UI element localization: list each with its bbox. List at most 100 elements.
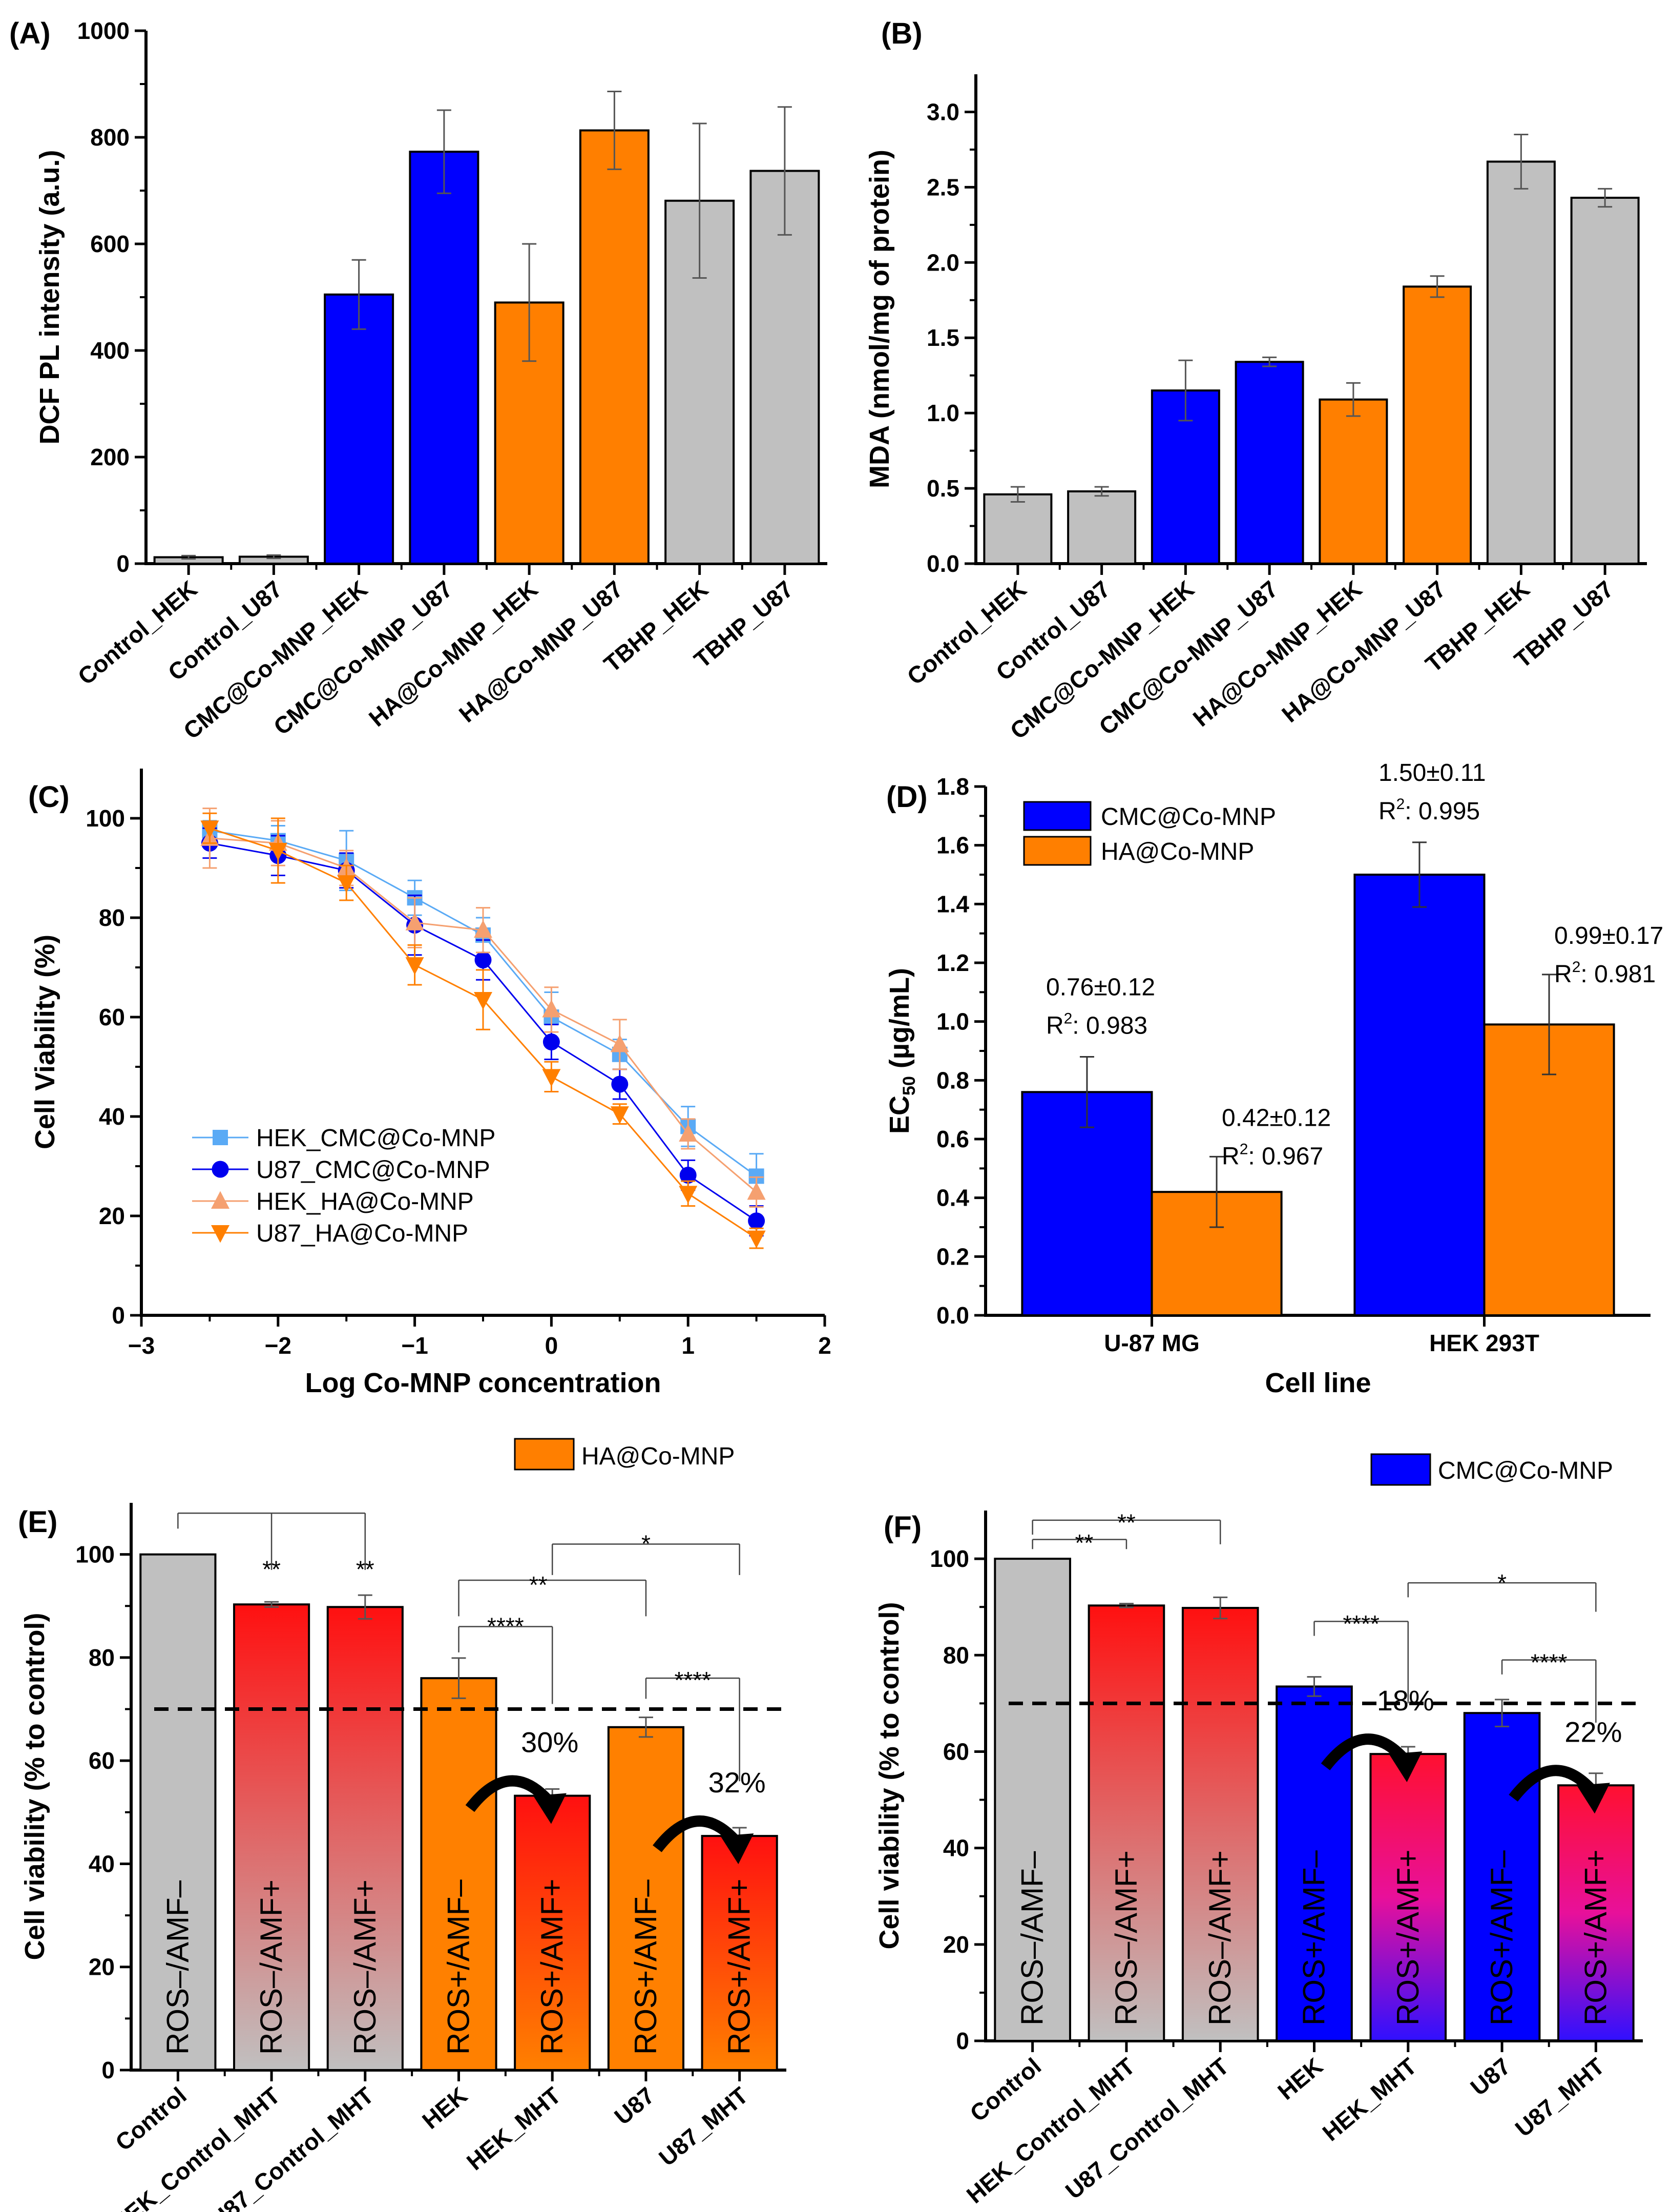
y-tick-label: 1.8	[936, 773, 969, 800]
significance-bracket: *	[1407, 1569, 1597, 1612]
bar	[1067, 490, 1137, 565]
legend-label: HA@Co-MNP	[1101, 838, 1254, 865]
r2-label: R2: 0.995	[1378, 796, 1480, 825]
legend-label: CMC@Co-MNP	[1101, 803, 1276, 831]
bar-inner-label: ROS+/AMF–	[1485, 1850, 1519, 2025]
x-tick-label: −3	[128, 1332, 155, 1359]
y-tick-label: 0	[956, 2028, 969, 2054]
y-axis-title-unit: (µg/mL)	[884, 968, 915, 1076]
legend-label: CMC@Co-MNP	[1438, 1457, 1613, 1484]
legend-swatch	[1023, 801, 1092, 831]
marker-triangle-up	[679, 1124, 698, 1142]
marker-triangle-down	[679, 1186, 698, 1204]
y-tick-label: 0.2	[936, 1243, 969, 1270]
x-axis-title: Cell line	[1265, 1368, 1371, 1398]
r2-sup: 2	[1572, 959, 1581, 976]
significance-stars: **	[262, 1556, 281, 1583]
arrow-head-icon	[1389, 1751, 1423, 1783]
panel-b: (B) 0.0 0.5 1.0 1.5 2.0 2.5 3.0 MDA (nmol/mg of …	[864, 17, 1647, 745]
y-tick-label: 40	[943, 1835, 969, 1862]
bar	[233, 1603, 310, 2071]
significance-stars: ****	[1531, 1649, 1568, 1676]
bar-inner-label: ROS–/AMF–	[1015, 1851, 1050, 2025]
reduction-label: 32%	[708, 1766, 766, 1798]
curved-arrow-icon	[465, 1775, 553, 1812]
x-tick-label: U87_Control_MHT	[1060, 2053, 1234, 2204]
y-tick-label: 80	[943, 1642, 969, 1668]
significance-bracket: ****	[645, 1667, 740, 1782]
reduction-label: 18%	[1377, 1684, 1434, 1717]
r2-value: 0.983	[1086, 1012, 1147, 1039]
x-tick-label: HEK_MHT	[462, 2082, 566, 2176]
marker-triangle-down	[405, 957, 424, 975]
y-tick-label: 1.2	[936, 949, 969, 976]
y-tick-label: 1000	[77, 17, 130, 44]
significance-bracket: ****	[1313, 1610, 1409, 1704]
y-axis-title: EC50 (µg/mL)	[884, 968, 919, 1134]
x-tick-label: U87_MHT	[654, 2082, 753, 2172]
bar	[1181, 1607, 1259, 2042]
bar	[983, 493, 1053, 565]
significance-stars: *	[641, 1530, 651, 1557]
x-tick-label: 1	[681, 1332, 695, 1359]
bar	[1319, 398, 1388, 565]
y-tick-label: 60	[89, 1747, 115, 1774]
x-tick-label: 0	[545, 1332, 558, 1359]
marker-circle	[679, 1166, 697, 1184]
legend-swatch	[1023, 836, 1092, 866]
marker-triangle-up	[211, 1191, 229, 1209]
bar	[1088, 1604, 1165, 2042]
y-tick-label: 20	[89, 1954, 115, 1980]
bar	[579, 129, 650, 565]
y-axis-title-sub: 50	[900, 1076, 919, 1095]
curved-arrow-icon	[653, 1815, 740, 1852]
marker-square	[213, 1130, 228, 1145]
bar	[1486, 160, 1556, 565]
bar	[1235, 361, 1304, 565]
legend-swatch	[514, 1438, 575, 1471]
marker-triangle-down	[747, 1230, 766, 1249]
x-tick-label: Control	[110, 2082, 192, 2156]
bar-inner-label: ROS+/AMF–	[442, 1879, 476, 2055]
r2-sup: 2	[1240, 1141, 1248, 1157]
x-tick-label: HA@Co-MNP_U87	[454, 575, 628, 728]
data-label: 0.42±0.12	[1222, 1104, 1331, 1131]
y-axis-title: Cell viability (% to control)	[874, 1602, 905, 1949]
significance-bracket: ****	[458, 1613, 553, 1704]
y-tick-label: 0.5	[927, 475, 959, 502]
panel-f: (F) 0 20 40 60 80 100 Cell viability (% to cont…	[874, 1453, 1643, 2208]
marker-circle	[212, 1161, 229, 1178]
x-tick-label: −2	[265, 1332, 291, 1359]
marker-triangle-down	[474, 992, 492, 1010]
x-axis-title: Log Co-MNP concentration	[305, 1368, 661, 1398]
bar	[1353, 874, 1486, 1316]
marker-triangle-up	[610, 1034, 629, 1052]
bar-inner-label: ROS–/AMF+	[1109, 1850, 1143, 2025]
r2-prefix: R	[1222, 1143, 1240, 1170]
significance-stars: ****	[1343, 1610, 1380, 1637]
reduction-label: 30%	[521, 1726, 578, 1759]
x-tick-label: HEK_MHT	[1317, 2053, 1422, 2146]
r2-sep: :	[1580, 961, 1594, 988]
y-tick-label: 80	[99, 904, 125, 931]
panel-label: (B)	[881, 17, 923, 50]
marker-triangle-down	[610, 1106, 629, 1124]
marker-triangle-up	[542, 999, 561, 1018]
r2-sep: :	[1248, 1143, 1262, 1170]
bar-inner-label: ROS+/AMF–	[629, 1879, 663, 2055]
data-label: 0.99±0.17	[1554, 922, 1663, 949]
bar-inner-label: ROS+/AMF+	[1391, 1850, 1425, 2025]
data-label: 1.50±0.11	[1378, 759, 1486, 787]
r2-sup: 2	[1064, 1010, 1073, 1027]
y-axis-title: Cell viability (% to control)	[19, 1613, 50, 1960]
bar-inner-label: ROS+/AMF–	[1297, 1850, 1331, 2025]
significance-stars: ****	[487, 1613, 524, 1639]
bar	[1021, 1091, 1153, 1316]
x-tick-label: 2	[818, 1332, 831, 1359]
y-tick-label: 1.4	[936, 891, 969, 917]
x-tick-label: Control	[965, 2053, 1046, 2127]
x-tick-label: U87_MHT	[1510, 2053, 1610, 2142]
significance-stars: **	[529, 1572, 548, 1598]
